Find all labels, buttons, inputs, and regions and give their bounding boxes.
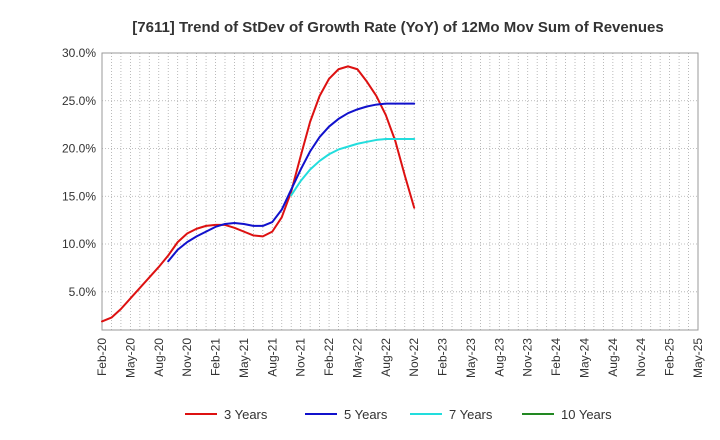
- x-tick-label: Nov-20: [180, 338, 194, 377]
- x-tick-label: Aug-21: [265, 338, 279, 377]
- y-tick-label: 10.0%: [62, 237, 96, 251]
- plot-area-frame: [101, 52, 699, 331]
- x-tick-label: Aug-22: [379, 338, 393, 377]
- x-tick-label: May-23: [464, 338, 478, 378]
- x-tick-label: Nov-21: [294, 338, 308, 377]
- series-line-5-years: [167, 102, 416, 263]
- y-tick-label: 15.0%: [62, 189, 96, 203]
- y-tick-label: 5.0%: [69, 285, 97, 299]
- x-tick-label: Feb-23: [436, 338, 450, 376]
- x-tick-label: Nov-22: [407, 338, 421, 377]
- axis-layer: 5.0% 10.0% 15.0% 20.0% 25.0% 30.0% Feb-20 May-2…: [62, 46, 705, 378]
- x-tick-label: Nov-23: [521, 338, 535, 377]
- legend: 3 Years 5 Years 7 Years 10 Years: [185, 407, 612, 422]
- chart-title: [7611] Trend of StDev of Growth Rate (Yo…: [132, 19, 663, 36]
- x-tick-label: May-20: [123, 338, 137, 378]
- x-tick-label: Aug-23: [492, 338, 506, 377]
- series-line-7-years: [290, 137, 416, 197]
- x-tick-label: Aug-24: [606, 338, 620, 377]
- legend-label-7-years: 7 Years: [449, 407, 493, 422]
- x-tick-label: May-24: [577, 338, 591, 378]
- y-tick-label: 25.0%: [62, 94, 96, 108]
- grid-layer: [102, 52, 698, 330]
- legend-label-5-years: 5 Years: [344, 407, 388, 422]
- x-tick-label: Feb-20: [95, 338, 109, 376]
- x-tick-label: May-21: [237, 338, 251, 378]
- series-layer: [101, 65, 416, 323]
- y-tick-label: 30.0%: [62, 46, 96, 60]
- x-tick-label: Nov-24: [634, 338, 648, 377]
- x-tick-label: May-25: [691, 338, 705, 378]
- legend-label-3-years: 3 Years: [224, 407, 268, 422]
- legend-label-10-years: 10 Years: [561, 407, 612, 422]
- x-tick-label: May-22: [350, 338, 364, 378]
- x-tick-label: Feb-22: [322, 338, 336, 376]
- series-line-3-years: [101, 65, 416, 323]
- x-tick-label: Aug-20: [152, 338, 166, 377]
- x-tick-label: Feb-21: [209, 338, 223, 376]
- x-tick-label: Feb-24: [549, 338, 563, 376]
- x-tick-label: Feb-25: [663, 338, 677, 376]
- y-tick-label: 20.0%: [62, 142, 96, 156]
